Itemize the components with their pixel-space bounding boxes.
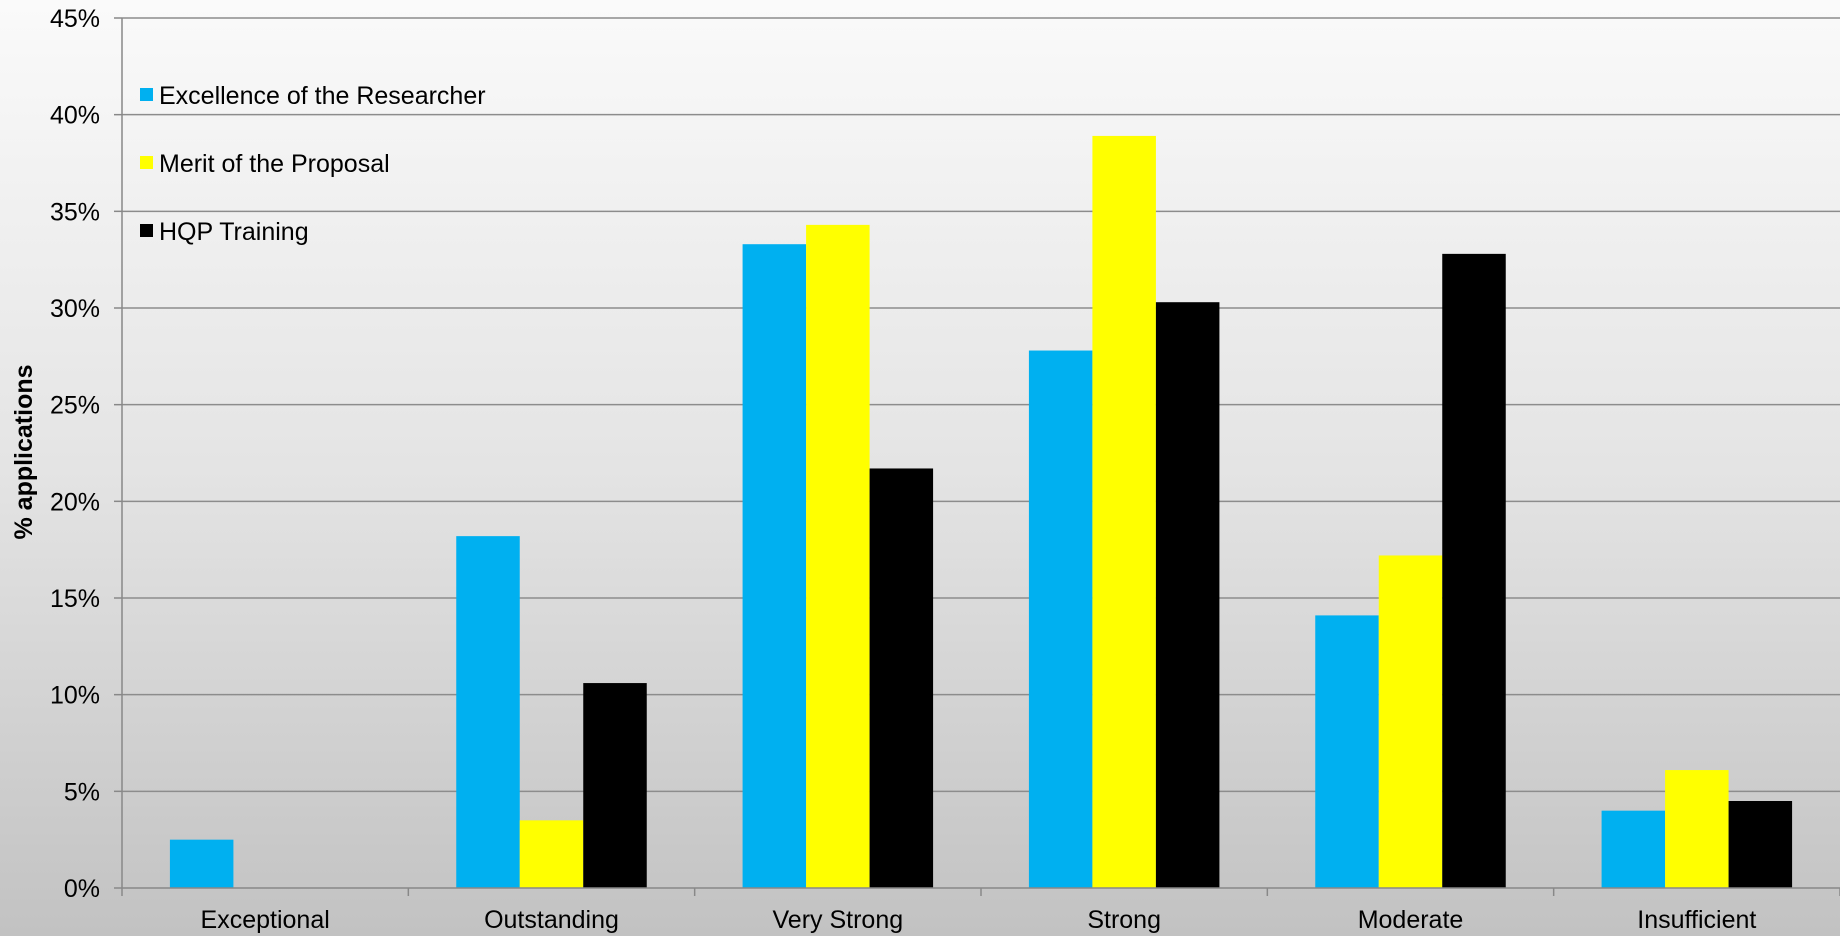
x-tick-label: Outstanding: [484, 906, 619, 934]
bar: [1155, 302, 1220, 888]
y-tick-label: 10%: [50, 682, 100, 710]
x-tick-label: Strong: [1087, 906, 1161, 934]
bar: [1665, 770, 1729, 888]
legend-label: Merit of the Proposal: [159, 150, 390, 178]
bar: [1378, 555, 1443, 888]
bar: [583, 683, 647, 888]
y-axis-label: % applications: [10, 364, 38, 539]
bar: [742, 244, 807, 888]
x-tick-label: Insufficient: [1637, 906, 1756, 934]
bar: [1728, 801, 1793, 888]
legend-swatch: [140, 88, 153, 101]
y-tick-label: 35%: [50, 198, 100, 226]
y-tick-label: 40%: [50, 102, 100, 130]
bar: [169, 839, 234, 888]
y-tick-label: 45%: [50, 5, 100, 33]
y-tick-label: 5%: [64, 778, 100, 806]
bar: [1092, 135, 1156, 888]
axes: [121, 18, 1840, 896]
y-tick-label: 0%: [64, 875, 100, 903]
y-tick-labels: 0% 5% 10% 15% 20% 25% 30% 35% 40% 45%: [50, 5, 100, 903]
bar: [456, 536, 520, 888]
x-tick-labels: Exceptional Outstanding Very Strong Strong M…: [201, 906, 1757, 934]
gridlines: [114, 17, 1840, 889]
bar: [519, 820, 584, 888]
bar: [1028, 350, 1093, 888]
bar: [869, 468, 934, 888]
legend: Excellence of the Researcher Merit of the…: [140, 82, 486, 246]
legend-swatch: [140, 156, 153, 169]
legend-swatch: [140, 224, 153, 237]
bar: [806, 224, 870, 888]
y-tick-label: 15%: [50, 585, 100, 613]
bar: [1601, 810, 1666, 888]
y-tick-label: 20%: [50, 488, 100, 516]
legend-label: HQP Training: [159, 218, 309, 246]
y-tick-label: 30%: [50, 295, 100, 323]
bar: [1315, 615, 1379, 888]
x-tick-label: Moderate: [1358, 906, 1464, 934]
bars: [169, 135, 1793, 888]
legend-label: Excellence of the Researcher: [159, 82, 486, 110]
bar: [1442, 253, 1506, 888]
y-tick-label: 25%: [50, 392, 100, 420]
x-tick-label: Very Strong: [773, 906, 904, 934]
x-tick-label: Exceptional: [201, 906, 330, 934]
